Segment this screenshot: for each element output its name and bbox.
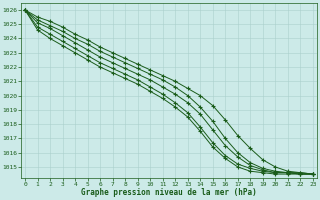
X-axis label: Graphe pression niveau de la mer (hPa): Graphe pression niveau de la mer (hPa) — [81, 188, 257, 197]
